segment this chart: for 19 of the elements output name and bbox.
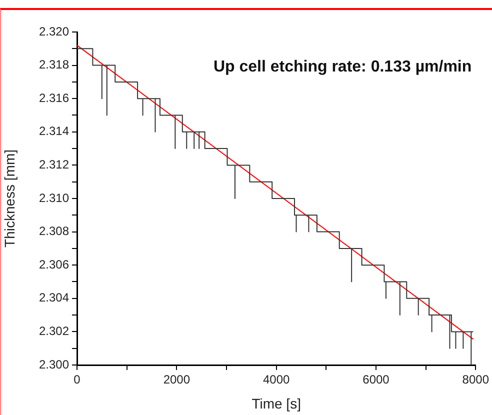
y-axis-title: Thickness [mm] [1, 149, 18, 248]
y-tick-label: 2.320 [38, 24, 70, 38]
y-tick-label: 2.306 [38, 257, 70, 272]
y-tick-label: 2.304 [38, 290, 70, 305]
y-tick-label: 2.310 [38, 190, 70, 205]
x-tick-label: 0 [74, 372, 81, 387]
y-tick-label: 2.312 [38, 158, 70, 172]
annotation: Up cell etching rate: 0.133 µm/min [213, 58, 472, 76]
x-axis-title: Time [s] [252, 395, 301, 412]
y-tick-label: 2.308 [38, 224, 70, 238]
y-tick-label: 2.314 [38, 124, 70, 138]
y-tick-label: 2.302 [38, 324, 70, 338]
y-tick-label: 2.316 [38, 90, 70, 105]
x-tick-label: 8000 [462, 372, 490, 387]
y-tick-label: 2.300 [38, 357, 70, 372]
x-tick-label: 4000 [262, 372, 290, 387]
x-tick-label: 2000 [163, 372, 190, 387]
y-tick-label: 2.318 [38, 58, 70, 72]
x-tick-label: 6000 [362, 372, 390, 387]
